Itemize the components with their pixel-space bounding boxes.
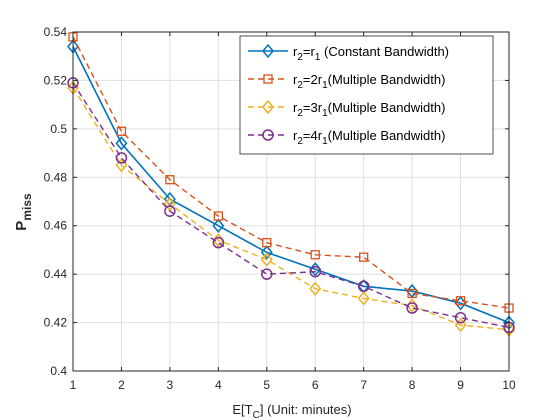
data-point xyxy=(212,236,225,249)
legend-marker xyxy=(262,99,274,115)
x-tick-label: 6 xyxy=(312,378,319,392)
y-tick-labels: 0.4 0.42 0.44 0.46 0.48 0.5 0.52 0.54 xyxy=(44,25,68,378)
data-point xyxy=(212,218,225,233)
y-tick-label: 0.48 xyxy=(44,170,68,184)
data-point xyxy=(454,317,467,333)
legend-label-part: =2r xyxy=(303,72,323,87)
legend-label-part: (Constant Bandwidth) xyxy=(320,44,449,59)
ticks xyxy=(72,31,510,372)
data-point xyxy=(260,252,273,267)
data-point xyxy=(213,211,223,221)
legend-label-part: (Multiple Bandwidth) xyxy=(328,72,446,87)
legend-label: r2=3r1(Multiple Bandwidth) xyxy=(293,100,445,119)
legend-label: r2=2r1(Multiple Bandwidth) xyxy=(293,72,445,91)
x-tick-label: 4 xyxy=(215,378,222,392)
series-2 xyxy=(68,32,514,313)
x-axis-title-rest: ] (Unit: minutes) xyxy=(260,402,352,417)
x-axis-title-main: E[T xyxy=(232,402,252,417)
data-point xyxy=(165,175,175,185)
y-tick-label: 0.44 xyxy=(44,267,68,281)
legend-entries: r2=r1 (Constant Bandwidth)r2=2r1(Multipl… xyxy=(248,43,449,147)
legend-label-part: (Multiple Bandwidth) xyxy=(328,128,446,143)
x-tick-label: 3 xyxy=(167,378,174,392)
legend-label-part: =4r xyxy=(303,128,323,143)
data-point xyxy=(164,205,176,217)
legend-marker xyxy=(263,74,273,84)
x-tick-label: 9 xyxy=(457,378,464,392)
legend-label-part: 1 xyxy=(315,52,321,63)
data-point xyxy=(309,265,321,278)
x-tick-label: 5 xyxy=(263,378,270,392)
data-point xyxy=(116,126,127,136)
x-axis-title: E[TC] (Unit: minutes) xyxy=(232,402,351,420)
y-axis-title: Pmiss xyxy=(13,193,34,231)
legend-label-part: r xyxy=(293,72,298,87)
data-point xyxy=(357,280,370,292)
legend-label-part: r xyxy=(293,100,298,115)
data-point xyxy=(115,136,128,151)
y-axis-title-sub: miss xyxy=(20,193,34,221)
y-axis-title-main: P xyxy=(13,221,30,231)
data-point xyxy=(407,288,417,299)
x-tick-label: 1 xyxy=(70,378,77,392)
x-tick-labels: 1 2 3 4 5 6 7 8 9 10 xyxy=(70,378,516,392)
legend-label-part: 1 xyxy=(322,80,328,91)
x-tick-label: 2 xyxy=(118,378,125,392)
data-point xyxy=(455,296,466,306)
y-tick-label: 0.52 xyxy=(44,73,68,87)
plot-frame xyxy=(72,31,510,372)
legend-label-part: 2 xyxy=(297,136,303,147)
y-tick-label: 0.5 xyxy=(50,122,67,136)
data-point xyxy=(115,152,128,164)
legend-label-part: r xyxy=(293,44,298,59)
data-point xyxy=(406,302,418,314)
legend-label-part: r xyxy=(293,128,298,143)
legend-label-part: 2 xyxy=(297,52,303,63)
legend-label-part: (Multiple Bandwidth) xyxy=(328,100,446,115)
y-tick-label: 0.46 xyxy=(44,219,68,233)
x-tick-label: 10 xyxy=(502,378,516,392)
legend-label-part: =3r xyxy=(303,100,323,115)
data-point xyxy=(310,250,320,260)
legend-label-part: 2 xyxy=(297,80,303,91)
legend-label: r2=r1 (Constant Bandwidth) xyxy=(293,44,449,63)
data-point xyxy=(262,238,272,248)
data-point xyxy=(454,311,467,324)
series-line xyxy=(72,82,510,329)
series-group xyxy=(67,32,515,338)
legend-label-part: 1 xyxy=(322,108,328,119)
legend-label-part: =r xyxy=(303,44,316,59)
legend-label-part: 1 xyxy=(322,136,328,147)
legend-label-part: 2 xyxy=(297,108,303,119)
legend-entry: r2=2r1(Multiple Bandwidth) xyxy=(248,72,445,91)
y-tick-label: 0.42 xyxy=(44,316,68,330)
x-tick-label: 8 xyxy=(409,378,416,392)
legend: r2=r1 (Constant Bandwidth)r2=2r1(Multipl… xyxy=(239,35,494,155)
data-point xyxy=(359,252,369,262)
y-tick-label: 0.54 xyxy=(44,25,68,39)
data-point xyxy=(260,245,273,260)
legend-entry: r2=r1 (Constant Bandwidth) xyxy=(248,43,449,63)
x-tick-label: 7 xyxy=(360,378,367,392)
data-point xyxy=(115,158,128,173)
data-point xyxy=(309,281,322,296)
y-tick-label: 0.4 xyxy=(50,364,67,378)
legend-marker xyxy=(262,43,274,59)
legend-marker xyxy=(262,129,274,141)
legend-label: r2=4r1(Multiple Bandwidth) xyxy=(293,128,445,147)
series-line xyxy=(72,36,510,309)
x-axis-title-sub: C xyxy=(253,410,260,420)
data-point xyxy=(163,196,176,212)
legend-entry: r2=3r1(Multiple Bandwidth) xyxy=(248,99,445,119)
data-point xyxy=(261,268,273,280)
data-point xyxy=(357,291,370,306)
data-point xyxy=(163,191,176,207)
legend-entry: r2=4r1(Multiple Bandwidth) xyxy=(248,128,445,147)
